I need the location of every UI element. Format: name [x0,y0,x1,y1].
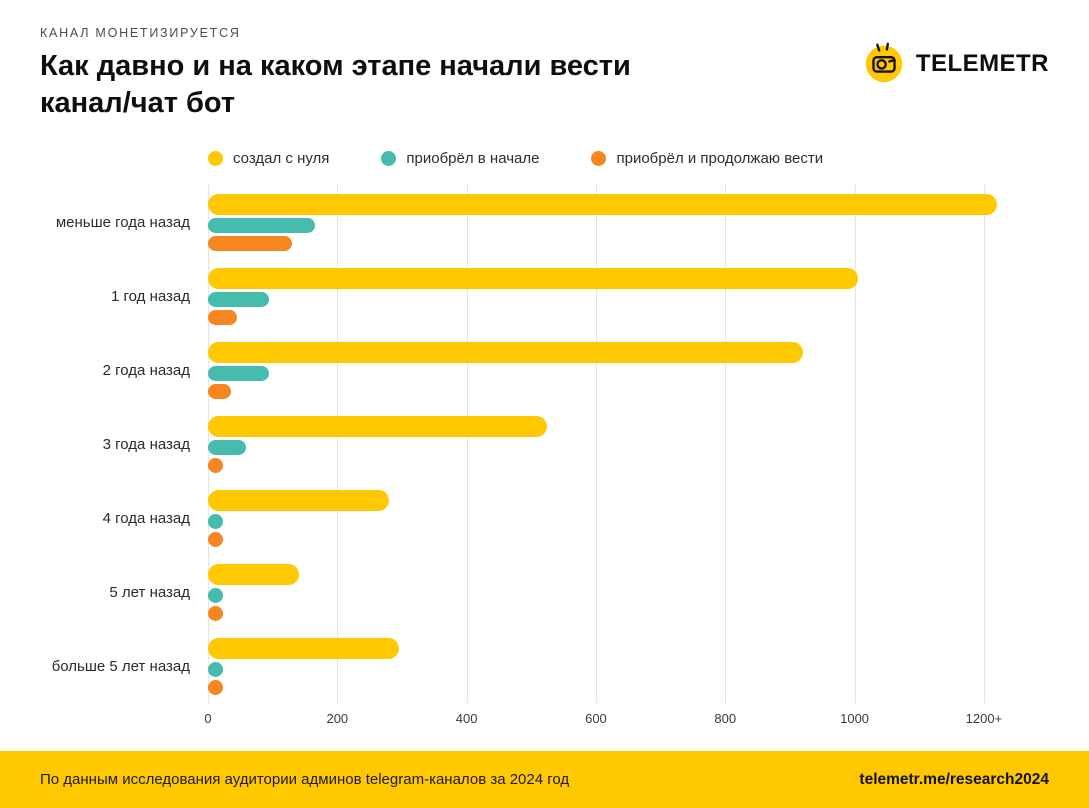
bar-created [208,415,548,437]
footer-bar: По данным исследования аудитории админов… [0,751,1089,808]
x-tick-label: 400 [455,711,478,727]
content: КАНАЛ МОНЕТИЗИРУЕТСЯ Как давно и на како… [40,26,1049,733]
x-tick-label: 1000 [840,711,870,727]
bar-group [208,341,1013,399]
bar-created [208,637,399,659]
bar-acquired-continue [208,605,223,621]
gridline [337,185,339,704]
bar-acquired-continue [208,457,223,473]
legend-item: приобрёл в начале [381,150,539,167]
gridline [725,185,727,704]
gridline [466,185,468,704]
brand-logo: TELEMETR [861,38,1049,89]
x-tick-label: 600 [585,711,607,727]
chart-row: меньше года назад [40,185,1049,259]
bar-created [208,489,390,511]
bar-acquired-start [208,217,315,233]
footer-url-text: telemetr.me/research2024 [859,770,1049,788]
chart-row: 5 лет назад [40,555,1049,629]
x-tick-label: 1200+ [965,711,1003,727]
header: КАНАЛ МОНЕТИЗИРУЕТСЯ Как давно и на како… [40,26,1049,122]
chart-row: больше 5 лет назад [40,629,1049,703]
legend-label: создал с нуля [233,150,330,168]
bar-group [208,563,1013,621]
bar-acquired-continue [208,531,223,547]
bar-created [208,563,299,585]
category-label: 3 года назад [102,435,190,453]
category-label: 4 года назад [102,509,190,527]
legend-label: приобрёл в начале [406,150,540,168]
chart-legend: создал с нуля приобрёл в начале приобрёл и… [208,150,1049,167]
bar-created [208,267,858,289]
camera-logo-icon [861,38,907,89]
category-label: 2 года назад [102,361,190,379]
title-line-1: Как давно и на каком этапе начали вести [40,50,631,82]
bar-acquired-start [208,661,223,677]
bar-group [208,415,1013,473]
chart-row: 3 года назад [40,407,1049,481]
title-line-2: канал/чат бот [40,87,236,120]
header-text: КАНАЛ МОНЕТИЗИРУЕТСЯ Как давно и на како… [40,26,631,122]
category-label: 1 год назад [110,287,190,305]
x-tick-label: 0 [204,711,212,727]
legend-swatch-icon [208,151,223,167]
brand-wordmark: TELEMETR [915,49,1049,77]
bar-acquired-start [208,439,246,455]
bar-created [208,341,803,363]
x-tick-label: 200 [326,711,349,727]
legend-swatch-icon [591,151,607,167]
bar-group [208,489,1013,547]
chart-rows: меньше года назад 1 год назад 2 года назад… [40,185,1049,703]
bar-acquired-continue [208,309,238,325]
bar-acquired-start [208,587,223,603]
x-tick-label: 800 [714,711,737,727]
footer-source-text: По данным исследования аудитории админов… [40,771,570,788]
category-label: больше 5 лет назад [51,657,190,675]
gridline [983,185,985,704]
bar-acquired-continue [208,679,223,695]
gridline [595,185,597,704]
chart-row: 1 год назад [40,259,1049,333]
legend-item: приобрёл и продолжаю вести [591,150,823,167]
bar-acquired-continue [208,383,231,399]
bar-group [208,267,1013,325]
legend-swatch-icon [381,151,397,167]
legend-item: создал с нуля [208,150,329,167]
legend-label: приобрёл и продолжаю вести [616,150,824,168]
bar-group [208,637,1013,695]
bar-acquired-start [208,365,270,381]
chart-row: 4 года назад [40,481,1049,555]
page-title: Как давно и на каком этапе начали вести … [40,48,631,122]
category-label: 5 лет назад [109,583,190,601]
bar-created [208,193,997,215]
category-label: меньше года назад [55,213,190,231]
bar-acquired-continue [208,235,293,251]
bar-acquired-start [208,513,223,529]
eyebrow-label: КАНАЛ МОНЕТИЗИРУЕТСЯ [40,26,241,40]
x-axis: 0 200 400 600 800 1000 1200+ [204,711,1013,733]
bar-acquired-start [208,291,270,307]
gridline [854,185,856,704]
chart-plot-area: меньше года назад 1 год назад 2 года назад… [40,185,1049,704]
bar-group [208,193,1013,251]
chart-row: 2 года назад [40,333,1049,407]
